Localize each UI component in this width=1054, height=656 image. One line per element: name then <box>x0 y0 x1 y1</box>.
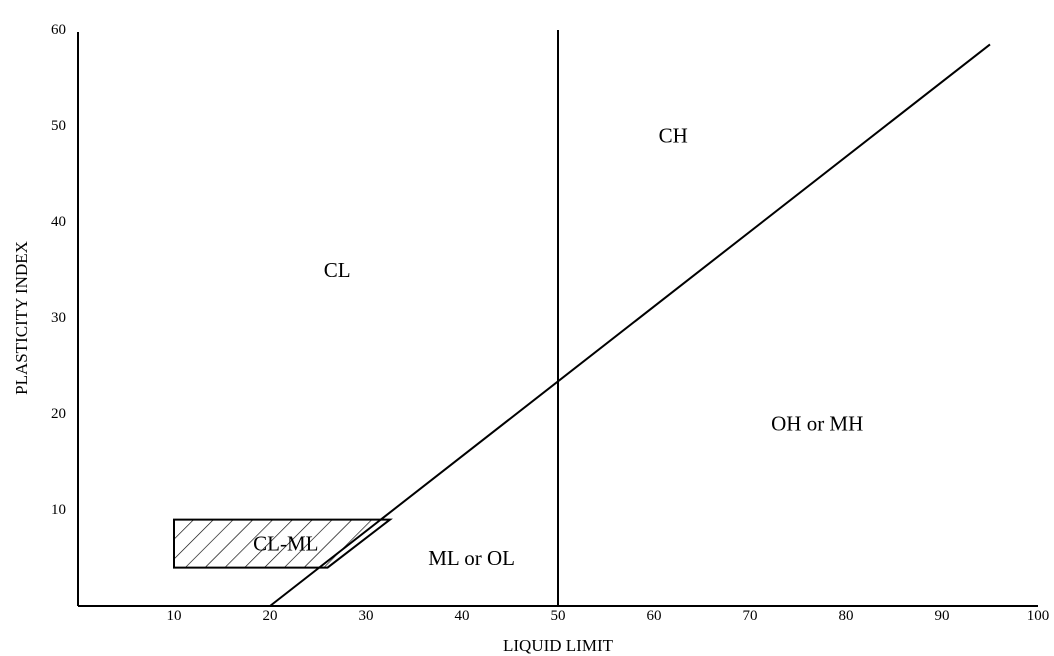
region-label: ML or OL <box>428 546 515 570</box>
x-tick-label: 90 <box>935 608 950 624</box>
y-tick-label: 40 <box>51 214 66 230</box>
y-tick-label: 30 <box>51 310 66 326</box>
x-tick-label: 10 <box>167 608 182 624</box>
x-tick-label: 80 <box>839 608 854 624</box>
chart-marks <box>173 30 991 607</box>
y-axis-title: PLASTICITY INDEX <box>12 241 31 395</box>
region-label: CH <box>659 124 688 148</box>
region-labels: CL-ML CL CH OH or MH ML or OL <box>253 124 863 570</box>
region-label: CL <box>324 258 351 282</box>
x-tick-label: 60 <box>647 608 662 624</box>
region-label-cl-ml: CL-ML <box>253 532 318 556</box>
x-tick-label: 100 <box>1027 608 1050 624</box>
tick-labels: 10 20 30 40 50 60 70 80 90 100 10 20 30 40 50 60 <box>51 22 1049 624</box>
x-tick-label: 20 <box>263 608 278 624</box>
x-tick-label: 40 <box>455 608 470 624</box>
region-label: OH or MH <box>771 412 863 436</box>
x-tick-label: 70 <box>743 608 758 624</box>
x-tick-label: 50 <box>551 608 566 624</box>
y-tick-label: 50 <box>51 118 66 134</box>
y-tick-label: 60 <box>51 22 66 38</box>
x-tick-label: 30 <box>359 608 374 624</box>
y-tick-label: 20 <box>51 406 66 422</box>
x-axis-title: LIQUID LIMIT <box>503 636 614 655</box>
y-tick-label: 10 <box>51 502 66 518</box>
a-line <box>269 43 991 607</box>
